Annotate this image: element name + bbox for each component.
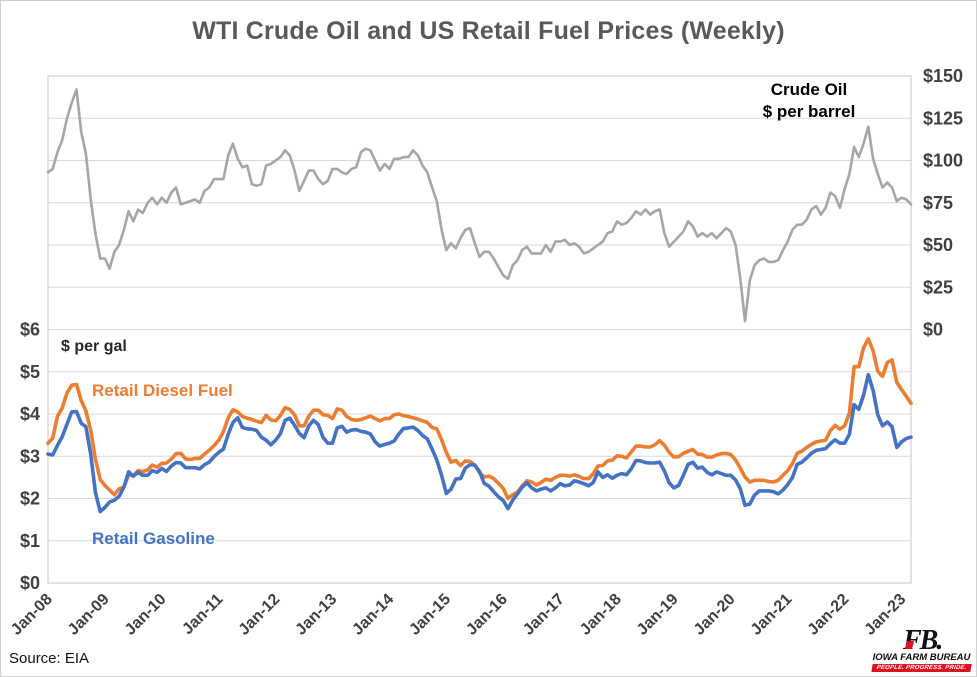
x-axis-tick: Jan-17 (520, 591, 568, 639)
crude-oil-unit-label: $ per barrel (762, 102, 856, 121)
x-axis-tick: Jan-21 (748, 591, 796, 639)
right-axis-tick: $25 (923, 277, 953, 297)
right-axis-series-label: Crude Oil $ per barrel (724, 79, 894, 123)
left-axis-tick: $2 (20, 489, 40, 509)
x-axis-tick: Jan-15 (406, 591, 454, 639)
x-axis-tick: Jan-10 (122, 591, 170, 639)
chart-canvas: $150$125$100$75$50$25$0$6$5$4$3$2$1$0Jan… (8, 66, 963, 639)
right-axis-tick: $100 (923, 151, 963, 171)
right-axis-tick: $0 (923, 320, 943, 340)
right-axis-tick: $75 (923, 193, 953, 213)
x-axis-tick: Jan-08 (8, 591, 56, 639)
x-axis-tick: Jan-14 (349, 591, 397, 639)
x-axis-tick: Jan-19 (634, 591, 682, 639)
x-axis-tick: Jan-11 (179, 591, 226, 638)
x-axis-tick: Jan-12 (236, 591, 284, 639)
x-axis-tick: Jan-16 (463, 591, 511, 639)
fb-monogram-icon: FB. (902, 625, 943, 652)
x-axis-tick: Jan-22 (805, 591, 853, 639)
diesel-series-label: Retail Diesel Fuel (92, 381, 233, 400)
logo-tagline: PEOPLE. PROGRESS. PRIDE. (871, 664, 972, 672)
left-axis-tick: $6 (20, 320, 40, 340)
right-axis-tick: $150 (923, 66, 963, 86)
left-axis-tick: $5 (20, 362, 40, 382)
chart-title: WTI Crude Oil and US Retail Fuel Prices … (192, 17, 785, 45)
source-note: Source: EIA (9, 650, 90, 667)
crude-oil-label: Crude Oil (770, 80, 848, 99)
x-axis-tick: Jan-13 (292, 591, 340, 639)
logo-name: IOWA FARM BUREAU (872, 652, 971, 663)
x-axis-tick: Jan-09 (65, 591, 113, 639)
left-axis-tick: $4 (20, 404, 40, 424)
x-axis-tick: Jan-18 (577, 591, 625, 639)
left-axis-tick: $3 (20, 446, 40, 466)
left-axis-unit-label: $ per gal (61, 338, 127, 355)
right-axis-tick: $125 (923, 108, 963, 128)
iowa-farm-bureau-logo: FB. IOWA FARM BUREAU PEOPLE. PROGRESS. P… (871, 625, 972, 672)
gasoline-series-label: Retail Gasoline (92, 529, 215, 548)
left-axis-tick: $0 (20, 573, 40, 593)
x-axis-tick: Jan-20 (691, 591, 739, 639)
left-axis-tick: $1 (20, 531, 40, 551)
right-axis-tick: $50 (923, 235, 953, 255)
